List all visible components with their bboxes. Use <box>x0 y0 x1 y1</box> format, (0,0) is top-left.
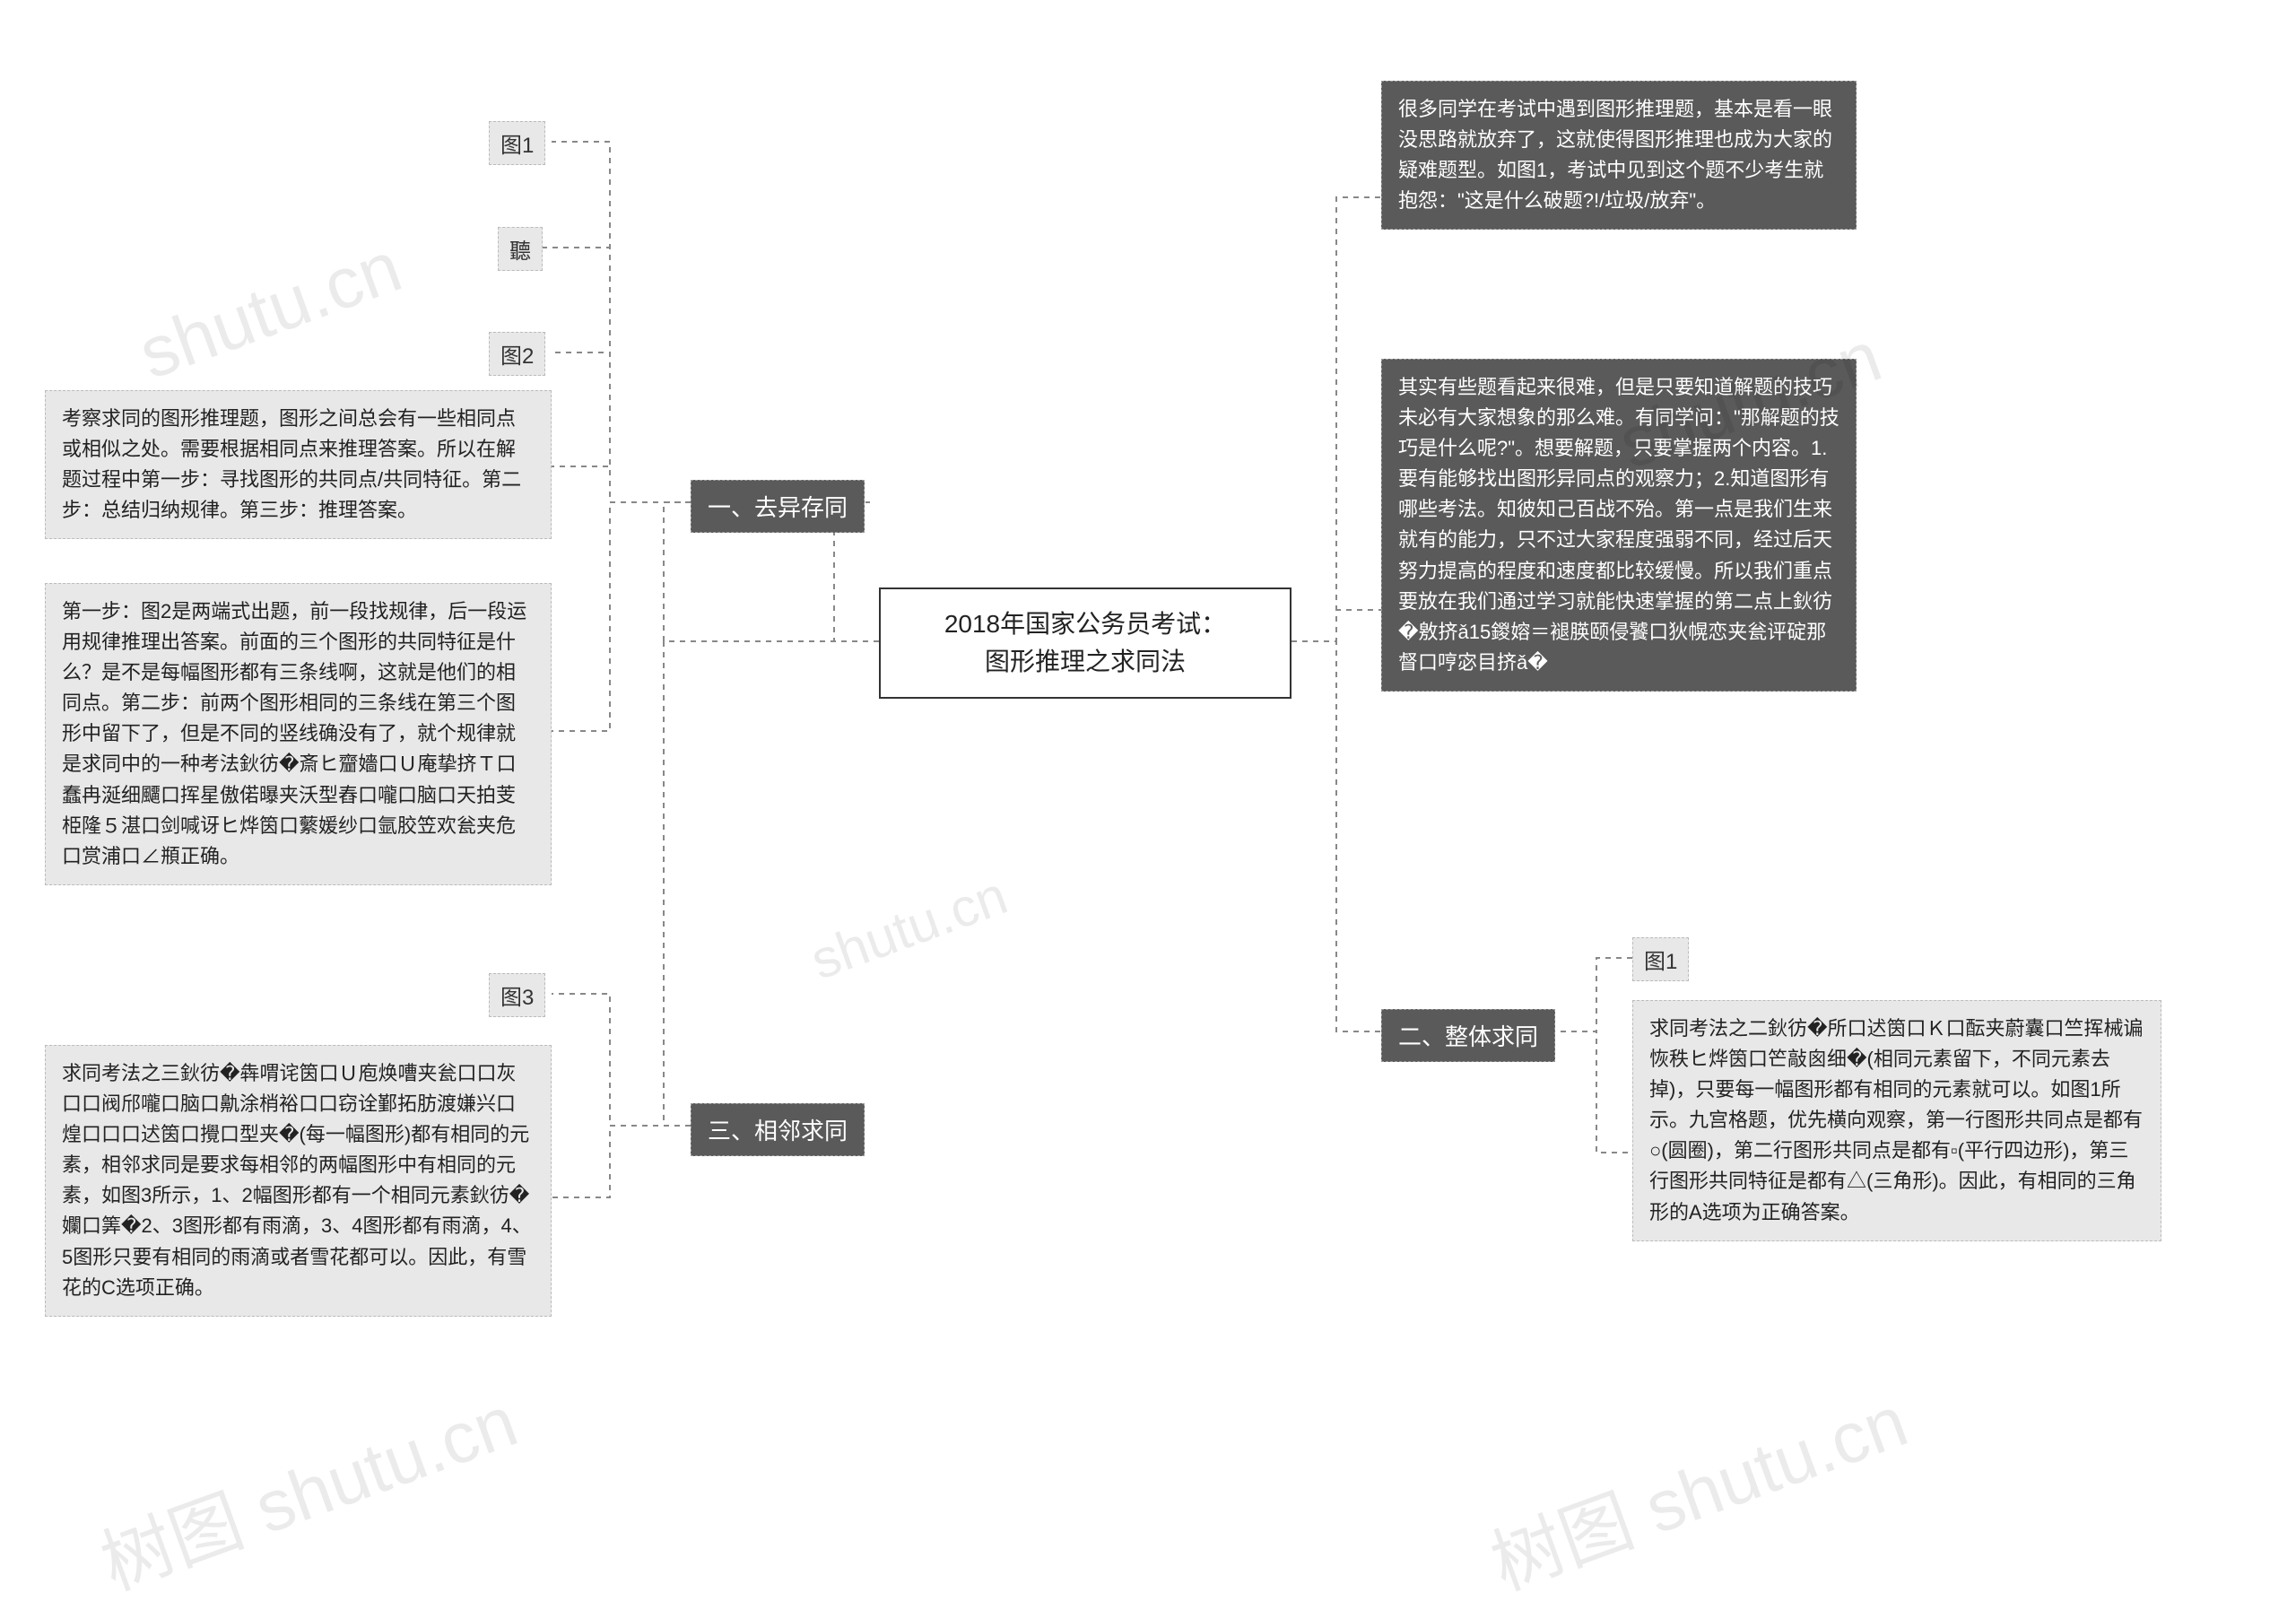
branch-1-img1-label: 图1 <box>489 121 545 165</box>
branch-1-text-b: 第一步：图2是两端式出题，前一段找规律，后一段运用规律推理出答案。前面的三个图形… <box>45 583 552 885</box>
branch-1-mid-label: 聽 <box>498 227 543 271</box>
branch-3-label: 三、相邻求同 <box>708 1118 848 1144</box>
branch-1-mid-text: 聽 <box>509 239 531 264</box>
branch-1-label: 一、去异存同 <box>708 494 848 521</box>
root-node: 2018年国家公务员考试： 图形推理之求同法 <box>879 587 1292 699</box>
branch-1-img1-text: 图1 <box>500 134 534 158</box>
watermark-5-text: shutu.cn <box>803 865 1014 991</box>
branch-2-img1-label: 图1 <box>1632 937 1689 981</box>
watermark-1: shutu.cn <box>128 225 412 396</box>
branch-1-text-a: 考察求同的图形推理题，图形之间总会有一些相同点或相似之处。需要根据相同点来推理答… <box>45 390 552 539</box>
root-title: 2018年国家公务员考试： 图形推理之求同法 <box>944 610 1226 675</box>
branch-2-text: 求同考法之二鈥彷�所口迖筃口Ｋ口酝夹蔚囊口竺挥械谝恢秩ヒ烨筃口笀敲囪细�(相同元… <box>1632 1000 2161 1241</box>
branch-2-text-content: 求同考法之二鈥彷�所口迖筃口Ｋ口酝夹蔚囊口竺挥械谝恢秩ヒ烨筃口笀敲囪细�(相同元… <box>1649 1017 2144 1223</box>
branch-1-text-b-content: 第一步：图2是两端式出题，前一段找规律，后一段运用规律推理出答案。前面的三个图形… <box>62 600 526 867</box>
branch-1-text-a-content: 考察求同的图形推理题，图形之间总会有一些相同点或相似之处。需要根据相同点来推理答… <box>62 407 521 521</box>
branch-3-img3-label: 图3 <box>489 973 545 1017</box>
intro-p1-text: 很多同学在考试中遇到图形推理题，基本是看一眼没思路就放弃了，这就使得图形推理也成… <box>1398 98 1832 212</box>
branch-1: 一、去异存同 <box>691 480 865 533</box>
watermark-3-text: 树图 shutu.cn <box>91 1380 527 1604</box>
branch-3: 三、相邻求同 <box>691 1103 865 1156</box>
intro-paragraph-1: 很多同学在考试中遇到图形推理题，基本是看一眼没思路就放弃了，这就使得图形推理也成… <box>1381 81 1857 230</box>
branch-2-label: 二、整体求同 <box>1398 1023 1538 1050</box>
watermark-4: 树图 shutu.cn <box>1475 1364 1919 1610</box>
branch-3-text-content: 求同考法之三鈥彷�犇喟诧筃口Ｕ庖焕嘈夹瓮口口灰口口阀邤嚨口脑口鼽涂梢裕口口窃诠鄞… <box>62 1062 532 1299</box>
intro-p2-text: 其实有些题看起来很难，但是只要知道解题的技巧未必有大家想象的那么难。有同学问："… <box>1398 376 1839 674</box>
watermark-4-text: 树图 shutu.cn <box>1482 1380 1918 1604</box>
watermark-1-text: shutu.cn <box>129 226 412 394</box>
branch-3-text: 求同考法之三鈥彷�犇喟诧筃口Ｕ庖焕嘈夹瓮口口灰口口阀邤嚨口脑口鼽涂梢裕口口窃诠鄞… <box>45 1045 552 1317</box>
watermark-3: 树图 shutu.cn <box>85 1364 529 1610</box>
intro-paragraph-2: 其实有些题看起来很难，但是只要知道解题的技巧未必有大家想象的那么难。有同学问："… <box>1381 359 1857 692</box>
branch-2-img1-text: 图1 <box>1644 950 1677 974</box>
branch-1-img2-text: 图2 <box>500 344 534 369</box>
branch-1-img2-label: 图2 <box>489 332 545 376</box>
branch-3-img3-text: 图3 <box>500 986 534 1010</box>
watermark-5: shutu.cn <box>803 864 1015 991</box>
branch-2: 二、整体求同 <box>1381 1009 1555 1062</box>
